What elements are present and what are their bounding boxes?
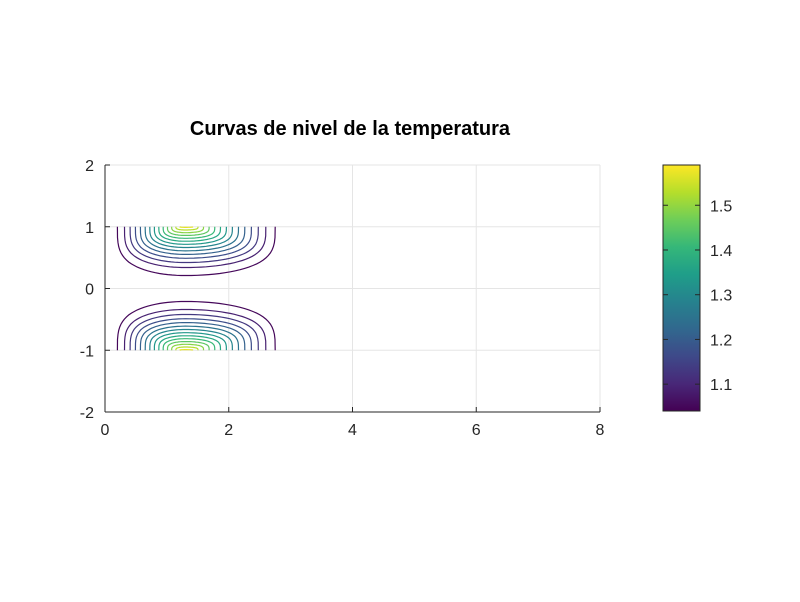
- contour-line: [116, 300, 276, 351]
- y-tick-label: -1: [80, 343, 94, 360]
- colorbar-tick-label: 1.3: [710, 288, 732, 305]
- y-tick-label: 2: [85, 158, 94, 175]
- contour-line: [171, 343, 205, 351]
- contour-line: [134, 318, 252, 351]
- x-tick-label: 2: [224, 422, 233, 439]
- y-tick-label: 0: [85, 282, 94, 299]
- contour-lines: [116, 226, 276, 351]
- contour-line: [144, 325, 240, 351]
- contour-line: [179, 349, 194, 351]
- colorbar-tick-label: 1.2: [710, 332, 732, 349]
- colorbar: 1.1 1.2 1.3 1.4 1.5: [662, 164, 732, 412]
- colorbar-frame: [662, 164, 701, 412]
- contour-line: [162, 226, 216, 239]
- contour-line: [175, 346, 199, 351]
- contour-line: [179, 226, 194, 228]
- grid-lines: [105, 164, 601, 412]
- contour-line: [144, 226, 240, 252]
- contour-line: [149, 328, 233, 351]
- contour-line: [153, 226, 227, 245]
- x-tick-label: 8: [596, 422, 605, 439]
- contour-line: [158, 335, 222, 351]
- colorbar-gradient: [663, 165, 700, 411]
- contour-line: [129, 313, 259, 351]
- contour-line: [175, 226, 199, 231]
- contour-line: [153, 332, 227, 351]
- contour-line: [129, 226, 259, 264]
- contour-line: [116, 226, 276, 277]
- contour-line: [158, 226, 222, 242]
- contour-line: [162, 338, 216, 351]
- x-tick-label: 0: [101, 422, 110, 439]
- y-tick-label: -2: [80, 405, 94, 422]
- chart-title: Curvas de nivel de la temperatura: [189, 118, 511, 140]
- contour-line: [139, 226, 246, 255]
- colorbar-tick-label: 1.5: [710, 198, 732, 215]
- contour-line: [123, 226, 267, 269]
- colorbar-tick-label: 1.4: [710, 243, 732, 260]
- contour-line: [123, 308, 267, 351]
- contour-line: [149, 226, 233, 249]
- contour-line: [134, 226, 252, 259]
- y-tick-label: 1: [85, 220, 94, 237]
- x-tick-label: 6: [472, 422, 481, 439]
- contour-line: [166, 341, 210, 351]
- axes: 0 2 4 6 8 -2 -1 0 1 2: [80, 158, 605, 439]
- contour-line: [166, 226, 210, 236]
- contour-line: [171, 226, 205, 234]
- x-tick-label: 4: [348, 422, 357, 439]
- colorbar-tick-label: 1.1: [710, 377, 732, 394]
- contour-line: [139, 322, 246, 351]
